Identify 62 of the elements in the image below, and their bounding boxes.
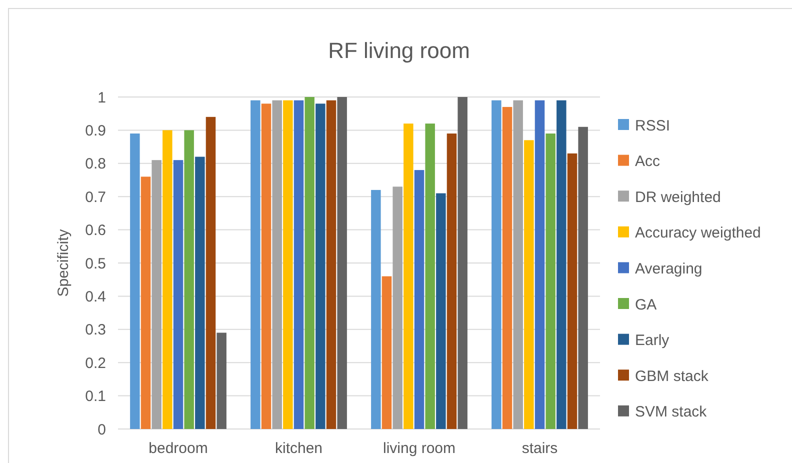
legend-label: SVM stack	[635, 404, 708, 421]
bar	[261, 104, 272, 429]
x-tick-label: living room	[382, 440, 456, 457]
y-tick-label: 0.9	[85, 122, 106, 140]
y-tick-label: 0.1	[85, 388, 106, 406]
bar	[316, 104, 326, 429]
bar	[162, 130, 172, 429]
bar	[371, 190, 381, 429]
y-tick-label: 0.5	[85, 255, 106, 272]
bar	[272, 100, 282, 429]
legend-label: GA	[635, 296, 657, 314]
bar	[304, 97, 314, 429]
bar	[567, 153, 578, 429]
bar	[524, 140, 534, 429]
bar	[546, 134, 556, 429]
chart-title: RF living room	[328, 38, 470, 63]
bar	[425, 124, 435, 429]
bar	[283, 100, 293, 429]
bar	[206, 116, 216, 429]
bar	[392, 186, 402, 429]
bar	[326, 100, 336, 429]
bar	[513, 100, 523, 429]
bar	[382, 276, 392, 429]
x-tick-label: stairs	[522, 440, 558, 457]
bar	[250, 100, 260, 429]
legend-label: DR weighted	[635, 188, 721, 206]
legend-label: Early	[635, 332, 670, 350]
bar	[492, 100, 502, 429]
bar	[173, 160, 184, 429]
y-tick-label: 1	[98, 89, 106, 106]
bar	[337, 97, 347, 429]
bar	[404, 124, 414, 429]
bar	[502, 106, 512, 429]
bar	[446, 134, 457, 429]
bar	[294, 100, 304, 429]
bar	[152, 160, 162, 429]
y-tick-label: 0.4	[85, 288, 106, 306]
bar	[556, 100, 566, 429]
bar	[414, 170, 424, 429]
bar	[534, 100, 545, 429]
x-tick-label: bedroom	[148, 440, 208, 457]
x-tick-label: kitchen	[274, 440, 323, 457]
legend-label: Averaging	[635, 260, 702, 278]
y-tick-label: 0.6	[85, 222, 106, 240]
y-axis-title: Specificity	[55, 228, 72, 297]
legend-label: Acc	[635, 153, 661, 170]
bar	[130, 134, 140, 429]
bar	[216, 332, 226, 429]
y-tick-label: 0.7	[85, 188, 106, 206]
bar	[140, 176, 151, 429]
bar	[578, 126, 588, 429]
bar	[436, 193, 446, 429]
y-tick-label: 0.3	[85, 322, 106, 339]
y-tick-label: 0.2	[85, 354, 106, 372]
legend-label: RSSI	[635, 117, 670, 134]
bar	[184, 130, 194, 429]
bar	[458, 97, 468, 429]
legend-label: Accuracy weigthed	[635, 224, 761, 242]
legend-label: GBM stack	[635, 368, 709, 385]
y-tick-label: 0	[98, 421, 106, 438]
bar	[195, 156, 205, 429]
y-tick-label: 0.8	[85, 156, 106, 173]
